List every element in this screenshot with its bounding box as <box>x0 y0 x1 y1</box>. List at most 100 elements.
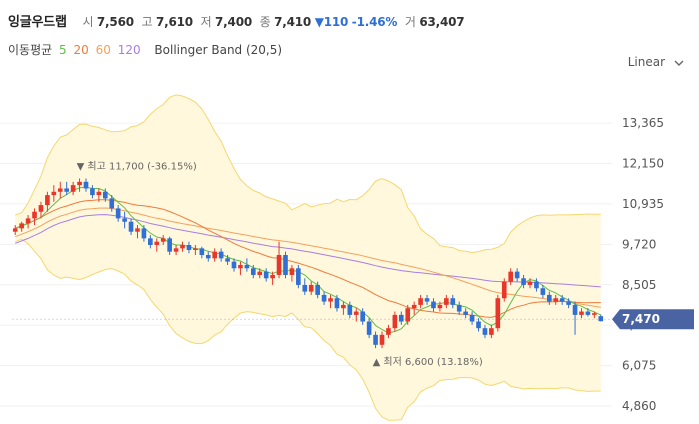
candle <box>353 308 359 322</box>
candle <box>51 185 57 202</box>
close-value: 7,410 <box>274 15 312 29</box>
candle <box>45 191 50 212</box>
candle-body <box>553 298 559 302</box>
candle <box>77 178 82 192</box>
candle-body <box>495 298 501 329</box>
candle-body <box>398 314 404 322</box>
candle <box>109 195 115 212</box>
candle-body <box>212 251 218 259</box>
candle-body <box>289 268 295 275</box>
candle <box>57 181 63 199</box>
candle <box>341 301 346 315</box>
candle-body <box>122 218 127 222</box>
candle-body <box>257 271 263 275</box>
low-label: 저 <box>200 15 212 29</box>
candle-body <box>225 258 230 262</box>
stock-name: 잉글우드랩 <box>8 15 67 30</box>
candle <box>501 278 507 302</box>
candle-body <box>77 181 82 186</box>
candle <box>212 248 218 262</box>
candle <box>205 251 211 262</box>
candle-body <box>64 188 70 192</box>
candle-body <box>508 271 514 282</box>
candle <box>115 205 121 222</box>
candle-body <box>186 245 192 250</box>
volume-value: 63,407 <box>419 15 465 29</box>
candle-body <box>514 271 520 279</box>
candle-body <box>386 328 391 335</box>
y-tick-label: 9,720 <box>622 237 656 251</box>
scale-toggle-label: Linear <box>627 55 665 69</box>
low-value: 7,400 <box>215 15 252 29</box>
candle <box>238 261 243 275</box>
ma120-legend[interactable]: 120 <box>117 43 141 57</box>
candle-body <box>115 208 121 219</box>
ma20-legend[interactable]: 20 <box>73 43 89 57</box>
candle-body <box>463 311 468 315</box>
candle <box>579 308 584 319</box>
candle <box>366 318 372 339</box>
candle-body <box>12 228 18 232</box>
ma60-legend[interactable]: 60 <box>95 43 111 57</box>
candle <box>431 298 436 312</box>
candle <box>122 211 127 229</box>
candle-body <box>546 294 552 302</box>
candle-body <box>540 288 546 295</box>
candle-body <box>566 301 571 305</box>
candle <box>527 278 533 289</box>
candle <box>508 268 514 285</box>
candle <box>398 311 404 325</box>
candle <box>328 294 333 309</box>
candle-body <box>444 298 449 305</box>
candle <box>141 225 147 242</box>
candle <box>489 324 494 339</box>
scale-toggle[interactable]: Linear <box>628 55 665 69</box>
change-percent: -1.46% <box>351 15 398 29</box>
candle <box>135 225 140 239</box>
candle <box>598 314 604 322</box>
candle <box>411 301 417 315</box>
close-label: 종 <box>259 15 271 29</box>
candle <box>296 264 301 289</box>
candle <box>64 181 70 196</box>
candle <box>96 188 102 202</box>
candle <box>392 311 398 332</box>
candle-body <box>148 238 153 246</box>
candle <box>373 331 378 349</box>
candle <box>186 241 192 254</box>
candle-body <box>592 313 597 315</box>
candle-body <box>450 298 456 305</box>
candle <box>283 251 288 279</box>
candle-body <box>70 185 76 192</box>
high-value: 7,610 <box>155 15 193 29</box>
candle <box>19 221 24 232</box>
candle <box>32 208 37 226</box>
current-price-label: 7,470 <box>622 312 660 326</box>
candle <box>450 294 456 309</box>
chevron-down-icon[interactable] <box>673 58 685 68</box>
candle <box>559 294 565 305</box>
candle-body <box>347 304 353 315</box>
candle <box>334 294 340 312</box>
candle-body <box>360 311 366 322</box>
candle-body <box>173 248 179 252</box>
candle <box>476 318 481 332</box>
candle-body <box>366 321 372 335</box>
candle-body <box>469 314 475 322</box>
candle <box>38 201 44 219</box>
y-tick-label: 13,365 <box>622 116 664 130</box>
candle <box>289 264 295 282</box>
candle <box>180 241 185 252</box>
candle-body <box>418 298 423 305</box>
ma5-legend[interactable]: 5 <box>59 43 67 57</box>
bollinger-band <box>15 94 601 421</box>
candle-body <box>341 304 346 309</box>
candle <box>257 268 263 279</box>
candle-body <box>534 281 539 289</box>
candle-body <box>527 281 533 285</box>
bollinger-legend[interactable]: Bollinger Band (20,5) <box>154 43 283 57</box>
candle <box>585 308 591 317</box>
candle-body <box>51 191 57 196</box>
candle <box>231 258 237 272</box>
